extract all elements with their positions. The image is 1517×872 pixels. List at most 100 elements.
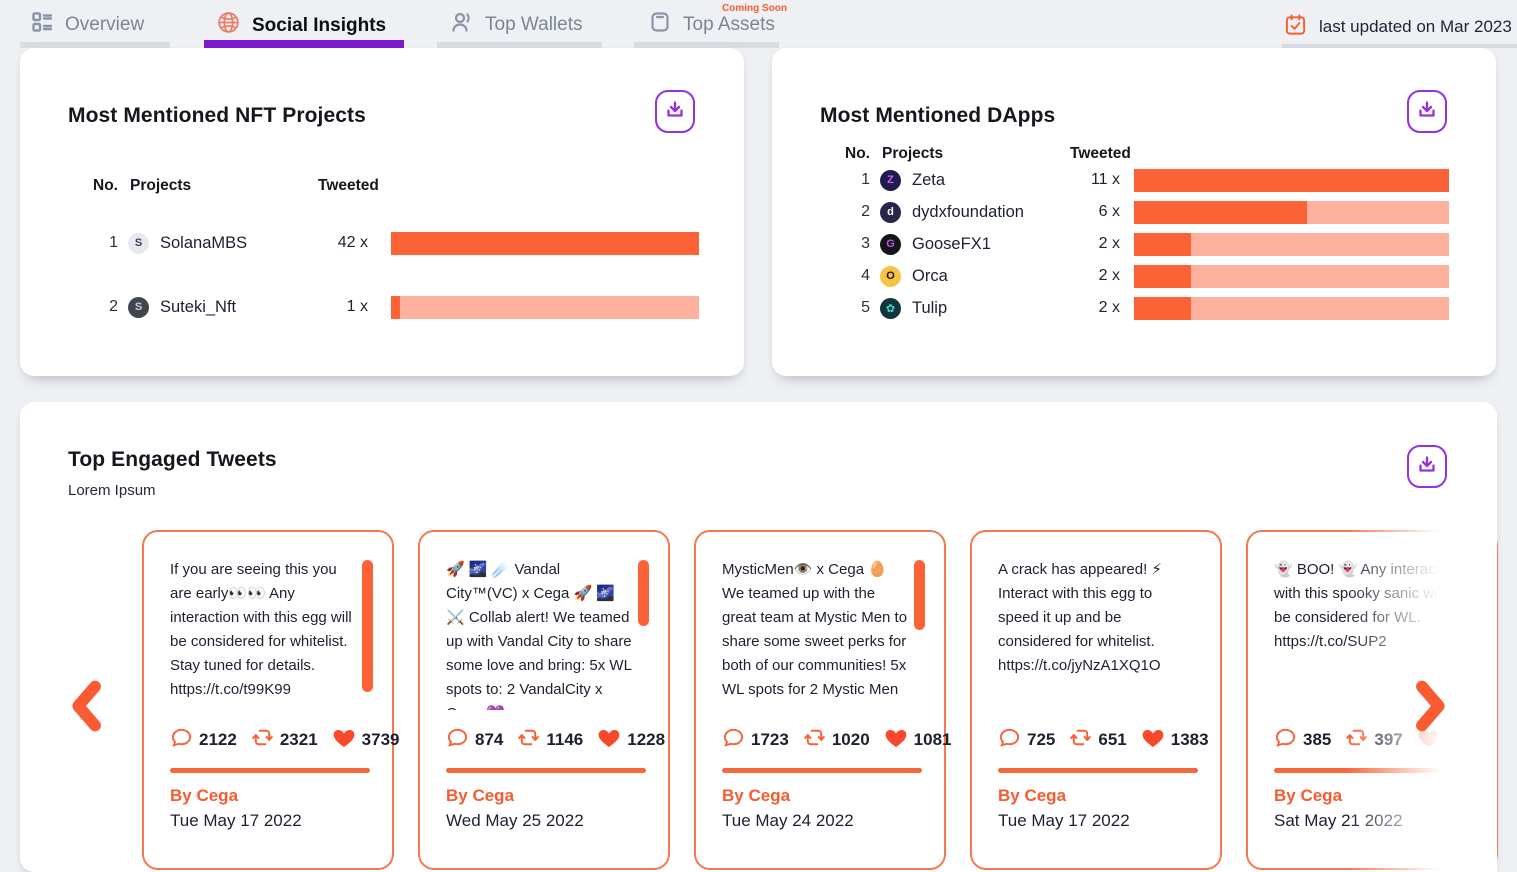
table-row: 1 S SolanaMBS 42 x — [20, 228, 744, 258]
project-avatar: G — [880, 233, 901, 255]
dapp-mentions-card: Most Mentioned DApps No. Projects Tweete… — [772, 48, 1496, 376]
comment-count: 874 — [475, 730, 504, 749]
coming-soon-badge: Coming Soon — [722, 3, 787, 14]
tweet-text[interactable]: A crack has appeared! ⚡ Interact with th… — [998, 561, 1162, 674]
tweet-stats: 1723 1020 1081 — [722, 726, 951, 754]
retweet-count: 1020 — [831, 730, 870, 749]
column-no: No. — [93, 177, 118, 194]
mention-bar-fill — [1134, 232, 1191, 256]
divider — [170, 768, 370, 773]
project-name: dydxfoundation — [912, 202, 1024, 221]
mention-bar — [391, 295, 699, 319]
project-avatar: d — [880, 201, 901, 223]
tweet-card: 🚀 🌌 ☄️ Vandal City™(VC) x Cega 🚀 🌌 ⚔️ Co… — [418, 530, 670, 870]
scrollbar-thumb[interactable] — [914, 560, 925, 630]
heart-icon — [597, 726, 621, 755]
mention-bar — [1134, 264, 1449, 288]
tweet-carousel: If you are seeing this you are early👀👀 A… — [142, 530, 1498, 870]
mention-bar — [1134, 296, 1449, 320]
like-count: 1383 — [1170, 730, 1209, 749]
row-rank: 2 — [109, 298, 118, 315]
mention-bar — [391, 231, 699, 255]
tweet-date: Tue May 17 2022 — [998, 811, 1130, 830]
row-rank: 1 — [861, 171, 870, 188]
project-name: Suteki_Nft — [160, 297, 237, 316]
tab-label: Top Wallets — [485, 14, 583, 35]
retweet-icon — [251, 726, 274, 754]
overview-icon — [30, 10, 54, 40]
wallet-user-icon — [450, 10, 474, 40]
tweet-card: 👻 BOO! 👻 Any interaction with this spook… — [1246, 530, 1498, 870]
mention-bar-fill — [391, 231, 699, 255]
last-updated: last updated on Mar 2023 — [1284, 13, 1512, 41]
project-avatar: O — [880, 265, 901, 287]
tweet-date: Tue May 24 2022 — [722, 811, 854, 830]
heart-icon — [1141, 726, 1165, 755]
top-engaged-tweets-card: Top Engaged Tweets Lorem Ipsum If you ar… — [20, 402, 1498, 872]
tweet-card: MysticMen👁️ x Cega 🥚 We teamed up with t… — [694, 530, 951, 870]
like-count: 3739 — [361, 730, 400, 749]
divider — [1282, 44, 1517, 48]
table-row: 5 ✿ Tulip 2 x — [772, 293, 1496, 323]
top-navigation: Overview Social Insights Top Wallets — [0, 0, 1517, 50]
tab-label: Social Insights — [252, 14, 387, 36]
dapp-card-title: Most Mentioned DApps — [820, 104, 1056, 127]
download-button[interactable] — [1407, 445, 1447, 488]
tweet-count: 2 x — [1098, 267, 1120, 284]
project-name: SolanaMBS — [160, 233, 248, 252]
heart-icon — [332, 726, 356, 755]
tweet-text[interactable]: If you are seeing this you are early👀👀 A… — [170, 561, 352, 698]
tweet-author: By Cega — [446, 786, 515, 805]
mention-bar-fill — [1134, 296, 1191, 320]
tab-social-insights[interactable]: Social Insights — [216, 10, 386, 41]
tweet-author: By Cega — [722, 786, 791, 805]
carousel-prev-button[interactable] — [66, 680, 106, 736]
project-name: Zeta — [912, 170, 946, 189]
tweet-count: 6 x — [1098, 203, 1120, 220]
divider — [1274, 768, 1474, 773]
tweet-date: Tue May 17 2022 — [170, 811, 302, 830]
comment-icon — [722, 726, 745, 754]
calendar-check-icon — [1284, 13, 1307, 41]
tweet-count: 42 x — [337, 234, 368, 251]
carousel-next-button[interactable] — [1411, 680, 1451, 736]
tweet-text[interactable]: 🚀 🌌 ☄️ Vandal City™(VC) x Cega 🚀 🌌 ⚔️ Co… — [446, 561, 632, 710]
row-rank: 1 — [109, 234, 118, 251]
mention-bar — [1134, 200, 1449, 224]
project-name: Tulip — [912, 298, 948, 317]
tweet-stats: 874 1146 1228 — [446, 726, 665, 755]
tab-top-assets[interactable]: Top Assets — [648, 10, 775, 40]
scrollbar-thumb[interactable] — [638, 560, 649, 626]
comment-icon — [998, 726, 1021, 754]
download-button[interactable] — [1407, 90, 1447, 133]
retweet-icon — [1345, 726, 1368, 754]
mention-bar — [1134, 232, 1449, 256]
row-rank: 4 — [861, 267, 870, 284]
row-rank: 3 — [861, 235, 870, 252]
column-no: No. — [845, 145, 870, 162]
tab-underline-social-insights — [204, 40, 404, 48]
comment-count: 2122 — [199, 730, 237, 749]
tab-underline-overview — [20, 42, 170, 48]
tweet-text[interactable]: MysticMen👁️ x Cega 🥚 We teamed up with t… — [722, 561, 908, 698]
retweet-count: 397 — [1374, 730, 1403, 749]
like-count: 1228 — [627, 730, 666, 749]
tweet-count: 2 x — [1098, 235, 1120, 252]
scrollbar-thumb[interactable] — [362, 560, 373, 692]
row-rank: 5 — [861, 299, 870, 316]
tweet-author: By Cega — [170, 786, 239, 805]
project-avatar: S — [128, 296, 149, 318]
download-icon — [663, 98, 687, 125]
tweet-date: Wed May 25 2022 — [446, 811, 584, 830]
tab-label: Overview — [65, 14, 145, 35]
column-tweeted: Tweeted — [1070, 145, 1131, 162]
tab-overview[interactable]: Overview — [30, 10, 144, 40]
retweet-icon — [1069, 726, 1092, 754]
tweet-card: If you are seeing this you are early👀👀 A… — [142, 530, 399, 870]
download-icon — [1415, 453, 1439, 480]
download-button[interactable] — [655, 90, 695, 133]
tab-top-wallets[interactable]: Top Wallets — [450, 10, 583, 40]
tab-label: Top Assets — [683, 14, 775, 35]
tweet-author: By Cega — [998, 786, 1067, 805]
tab-underline-top-assets — [634, 42, 779, 48]
